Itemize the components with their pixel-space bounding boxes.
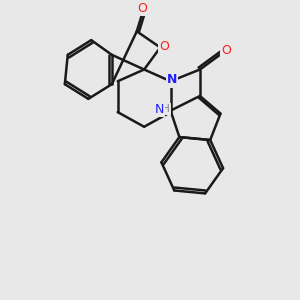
Text: N: N	[167, 73, 177, 86]
Text: O: O	[159, 40, 169, 52]
Text: N: N	[155, 103, 164, 116]
Text: O: O	[221, 44, 231, 57]
Text: O: O	[138, 2, 148, 15]
Text: H: H	[162, 104, 170, 114]
